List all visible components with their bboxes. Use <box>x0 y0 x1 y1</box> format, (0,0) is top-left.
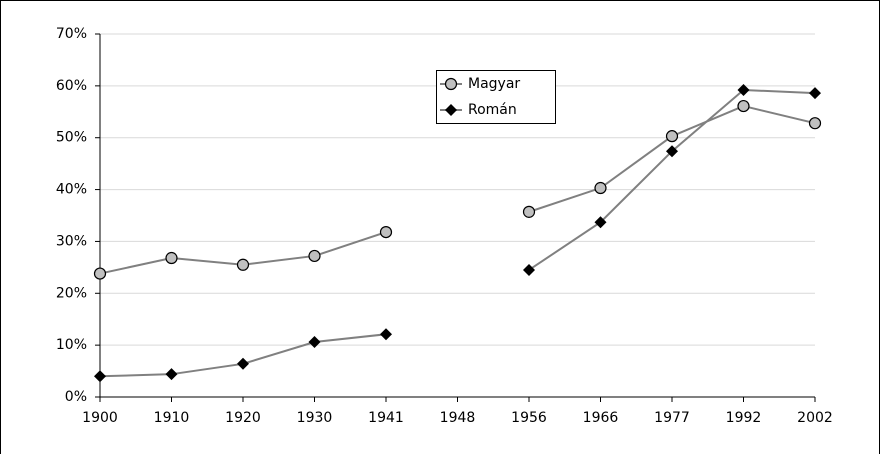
legend-marker <box>444 77 458 91</box>
data-point <box>737 99 750 113</box>
data-point <box>236 258 250 271</box>
x-tick-label: 1920 <box>225 410 261 426</box>
y-tick-label: 10% <box>56 337 87 353</box>
legend-marker <box>445 104 457 116</box>
data-point <box>380 328 392 341</box>
y-tick-label: 70% <box>56 26 87 42</box>
data-point <box>237 357 249 370</box>
x-tick-label: 1992 <box>726 410 762 426</box>
x-tick-label: 1948 <box>440 410 476 426</box>
series-line <box>99 88 816 378</box>
x-tick-label: 1941 <box>368 410 404 426</box>
data-point <box>308 249 321 263</box>
data-point <box>379 225 393 239</box>
x-tick-label: 2002 <box>797 410 833 426</box>
data-point <box>94 370 106 383</box>
x-tick-label: 1966 <box>583 410 619 426</box>
y-tick-label: 60% <box>56 78 87 94</box>
y-tick-label: 30% <box>56 233 87 249</box>
data-point <box>809 87 821 100</box>
legend-box <box>436 70 556 124</box>
data-point <box>165 368 178 381</box>
x-tick-label: 1977 <box>654 410 690 426</box>
x-tick-label: 1930 <box>297 410 333 426</box>
data-point <box>808 117 822 130</box>
x-tick-label: 1910 <box>154 410 190 426</box>
x-tick-label: 1956 <box>511 410 547 426</box>
data-point <box>594 181 607 195</box>
data-point <box>594 216 607 229</box>
data-point <box>522 205 536 218</box>
legend-label: Román <box>468 102 517 118</box>
x-tick-label: 1900 <box>82 410 118 426</box>
data-point <box>737 84 750 97</box>
y-tick-label: 0% <box>65 389 87 405</box>
y-tick-label: 20% <box>56 285 87 301</box>
data-point <box>523 263 535 276</box>
legend-label: Magyar <box>468 76 520 92</box>
data-point <box>93 267 107 280</box>
data-point <box>165 251 178 265</box>
data-point <box>308 336 321 349</box>
y-tick-label: 50% <box>56 130 87 146</box>
data-point <box>666 145 678 158</box>
data-point <box>665 130 679 143</box>
y-tick-label: 40% <box>56 182 87 198</box>
